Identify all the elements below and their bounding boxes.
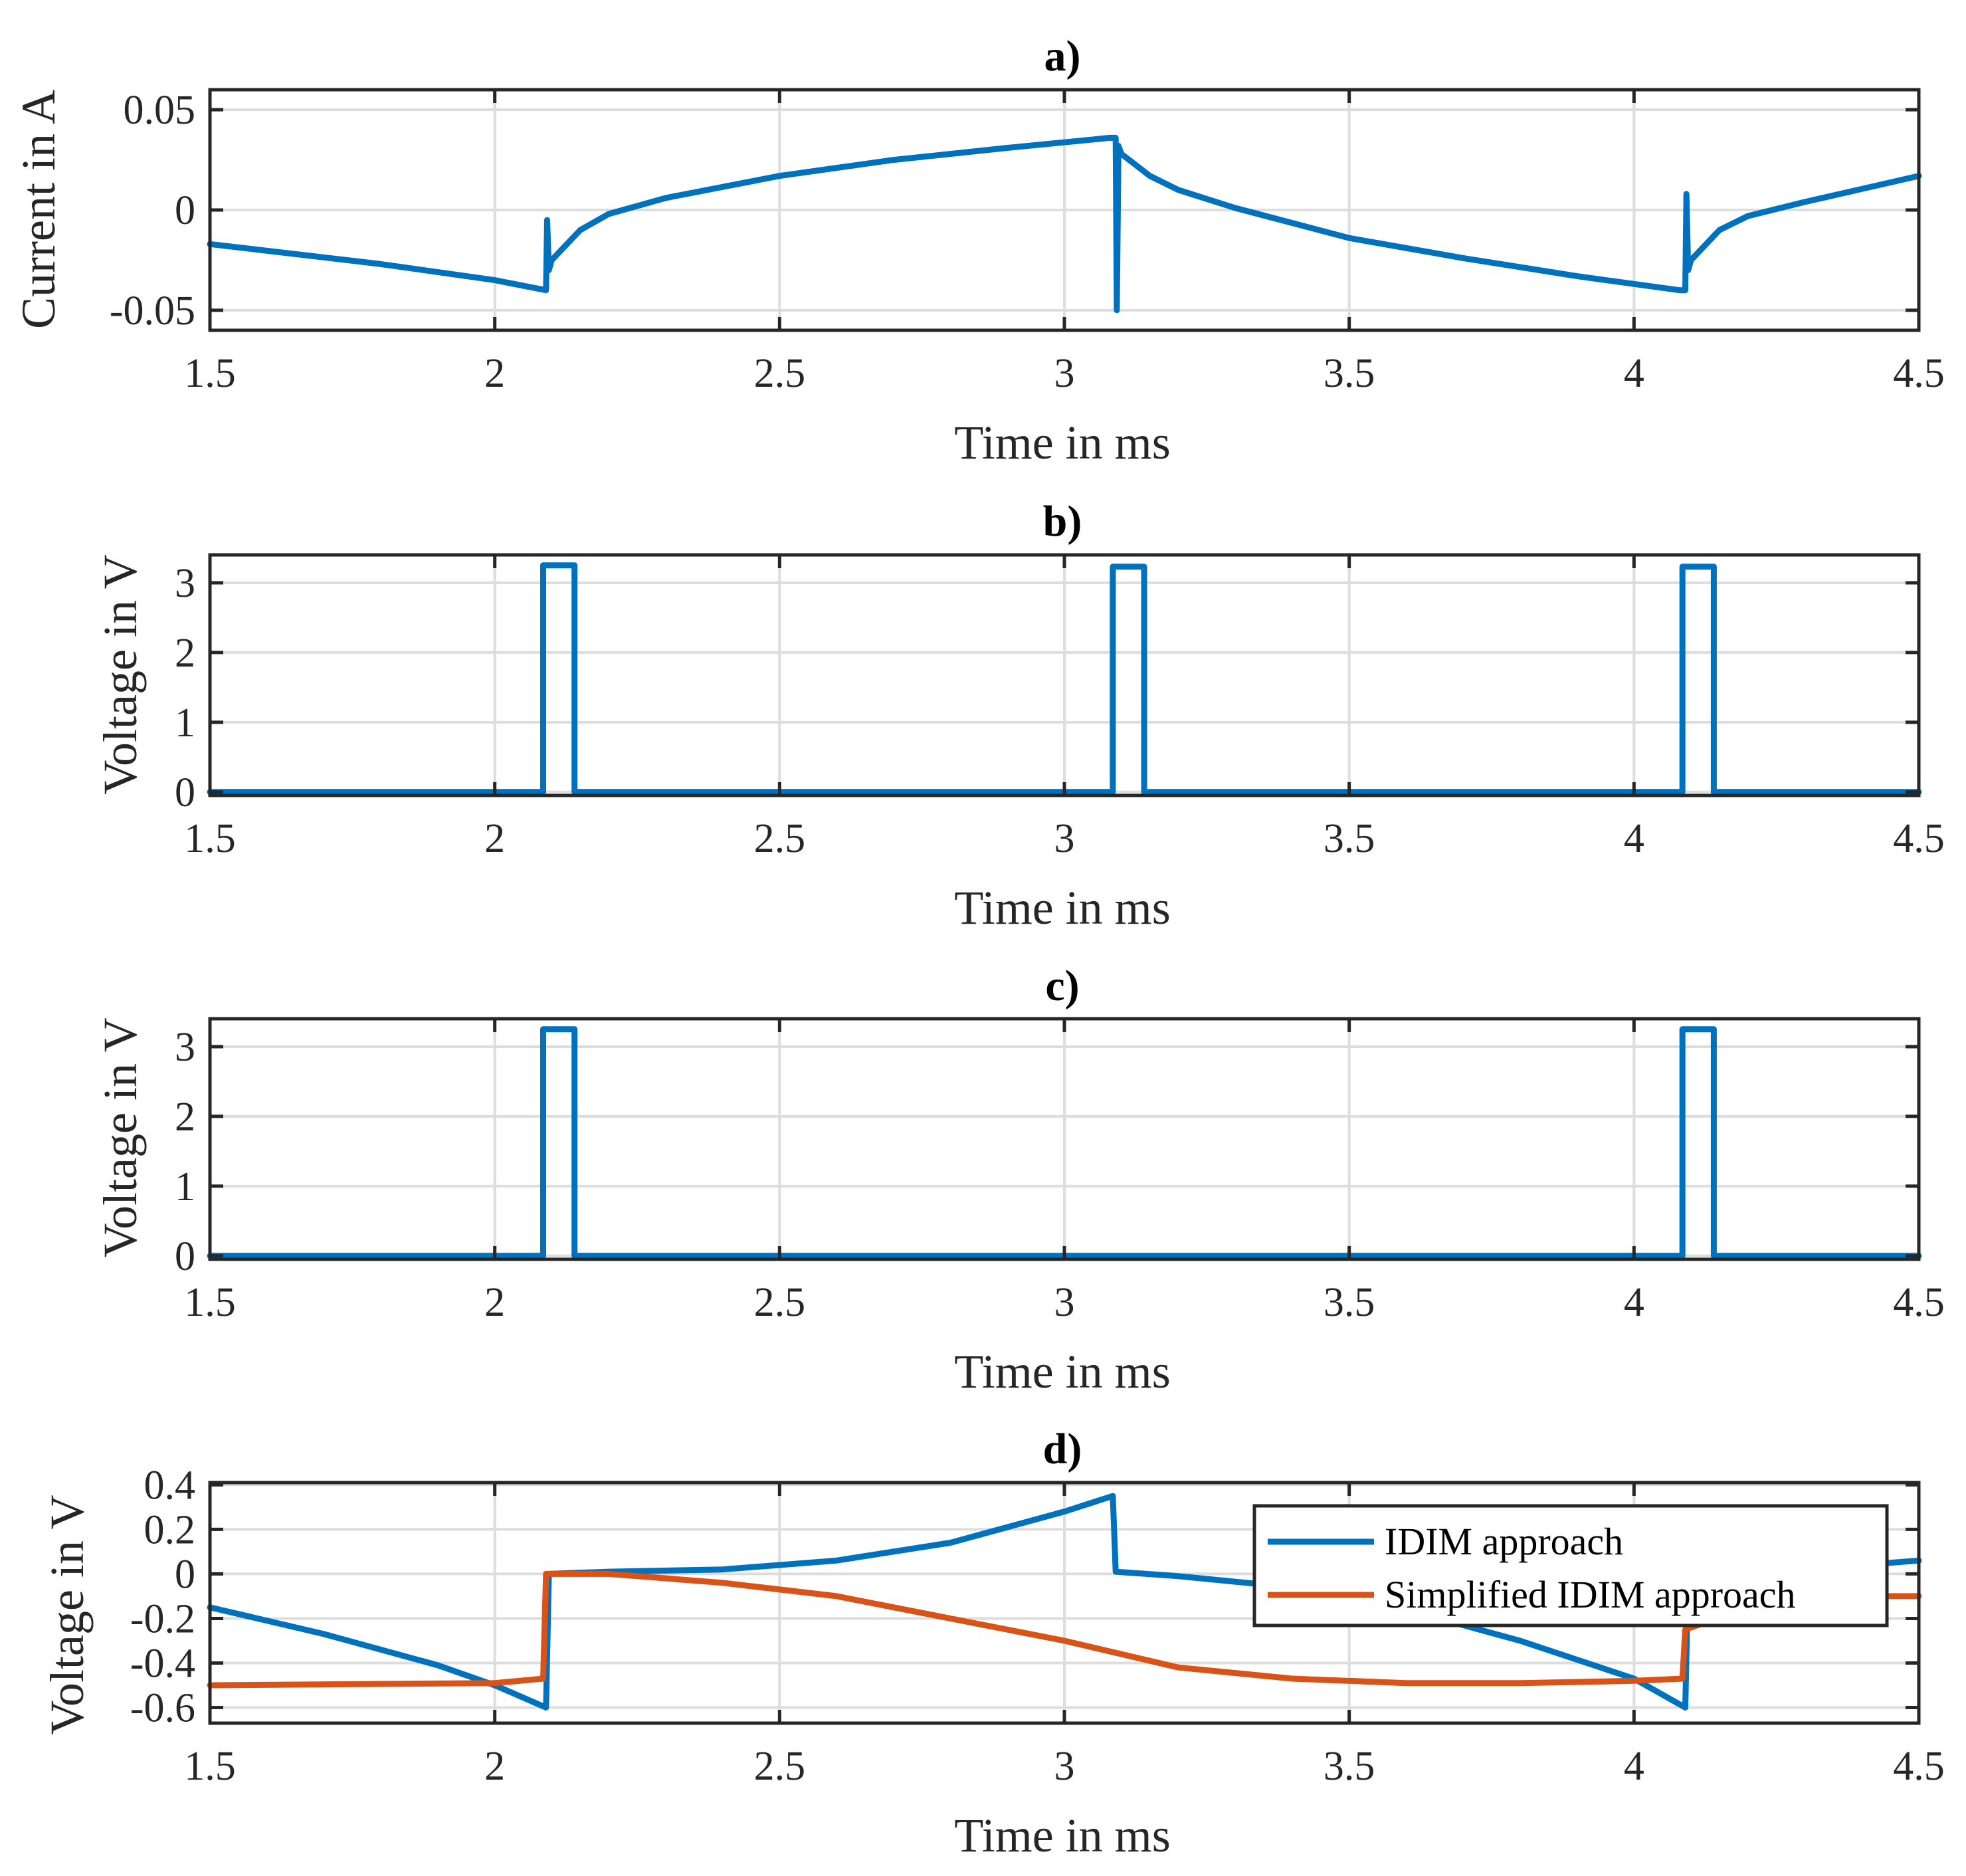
panel-a-xtick-label: 4 — [1624, 351, 1644, 396]
panel-b-title: b) — [1043, 497, 1082, 546]
panel-a-series-current — [207, 134, 1922, 314]
panel-d-xtick-label: 2.5 — [754, 1744, 806, 1789]
panel-b-xtick-label: 3 — [1054, 816, 1075, 861]
panel-d-title: d) — [1043, 1425, 1082, 1473]
panel-a-xtick-label: 3.5 — [1324, 351, 1375, 396]
panel-c-ylabel: Voltage in V — [94, 1017, 147, 1257]
panel-b-series-voltage — [207, 562, 1922, 795]
panel-b-xtick-label: 3.5 — [1324, 816, 1375, 861]
panel-c-xtick-label: 4 — [1624, 1280, 1644, 1325]
panel-a-xtick-label: 4.5 — [1893, 351, 1945, 396]
panel-c-title: c) — [1045, 962, 1079, 1010]
panel-b-ylabel: Voltage in V — [94, 554, 147, 794]
panel-a-xtick-label: 3 — [1054, 351, 1075, 396]
legend-label-idim: IDIM approach — [1385, 1520, 1623, 1563]
panel-d-series-simplified-idim-approach — [207, 1570, 1922, 1689]
panel-a-xtick-label: 2 — [484, 351, 505, 396]
panel-d-ytick-label: 0 — [175, 1552, 195, 1597]
panel-b-xlabel: Time in ms — [954, 881, 1170, 934]
panel-b-xtick-label: 1.5 — [184, 816, 236, 861]
legend-box — [1252, 1504, 1889, 1627]
panel-b-ytick-label: 0 — [175, 770, 195, 815]
panel-c-xtick-label: 3.5 — [1324, 1280, 1375, 1325]
panel-c-ytick-label: 3 — [175, 1025, 195, 1070]
panel-d-ylabel: Voltage in V — [41, 1495, 94, 1734]
panel-d-xtick-label: 3.5 — [1324, 1744, 1375, 1789]
panel-d-ytick-label: -0.4 — [130, 1641, 195, 1687]
panel-a-title: a) — [1044, 32, 1081, 80]
panel-c-xtick-label: 2 — [484, 1280, 505, 1325]
panel-a-xtick-label: 1.5 — [184, 351, 236, 396]
legend: IDIM approach Simplified IDIM approach — [1252, 1504, 1889, 1627]
panel-b-xtick-label: 4.5 — [1893, 816, 1945, 861]
panel-c: 1.5 2 2.5 3 3.5 4 4.5 0 1 2 3 c) Time in ms Voltag… — [94, 962, 1945, 1398]
panel-d-ytick-label: -0.2 — [130, 1596, 195, 1641]
panel-b-ytick-label: 2 — [175, 631, 195, 676]
panel-c-xtick-label: 2.5 — [754, 1280, 806, 1325]
panel-c-xtick-label: 3 — [1054, 1280, 1075, 1325]
panel-c-ytick-label: 0 — [175, 1234, 195, 1279]
panel-d-ytick-label: 0.2 — [144, 1507, 196, 1552]
panel-c-series-voltage — [207, 1026, 1922, 1259]
panel-a-ytick-label: -0.05 — [110, 288, 195, 334]
panel-a-ylabel: Current in A — [12, 90, 65, 329]
panel-b-ytick-label: 3 — [175, 561, 195, 606]
panel-d: 1.5 2 2.5 3 3.5 4 4.5 -0.6-0.4-0.200.20.4 d) Ti… — [41, 1425, 1945, 1862]
panel-b-xtick-label: 4 — [1624, 816, 1644, 861]
panel-c-xlabel: Time in ms — [954, 1345, 1170, 1398]
panel-d-xtick-label: 4.5 — [1893, 1744, 1945, 1789]
panel-a-ytick-label: 0.05 — [124, 88, 196, 133]
panel-d-xlabel: Time in ms — [954, 1809, 1170, 1862]
panel-d-xtick-label: 2 — [484, 1744, 505, 1789]
panel-b-ytick-label: 1 — [175, 700, 195, 746]
panel-c-ytick-label: 1 — [175, 1164, 195, 1209]
panel-c-xtick-label: 4.5 — [1893, 1280, 1945, 1325]
panel-c-ytick-label: 2 — [175, 1094, 195, 1140]
panel-b-xtick-label: 2 — [484, 816, 505, 861]
panel-c-xtick-label: 1.5 — [184, 1280, 236, 1325]
panel-d-xtick-label: 1.5 — [184, 1744, 236, 1789]
panel-b-xtick-label: 2.5 — [754, 816, 806, 861]
panel-a-ytick-label: 0 — [175, 188, 195, 233]
panel-a-xlabel: Time in ms — [954, 416, 1170, 469]
legend-label-simplified-idim: Simplified IDIM approach — [1385, 1573, 1796, 1616]
panel-d-ytick-label: -0.6 — [130, 1686, 195, 1731]
panel-b: 1.5 2 2.5 3 3.5 4 4.5 0 1 2 3 b) Time in ms Voltag… — [94, 497, 1945, 934]
panel-a-xtick-label: 2.5 — [754, 351, 806, 396]
panel-d-ytick-label: 0.4 — [144, 1463, 196, 1508]
panel-d-xtick-label: 3 — [1054, 1744, 1075, 1789]
panel-d-xtick-label: 4 — [1624, 1744, 1644, 1789]
